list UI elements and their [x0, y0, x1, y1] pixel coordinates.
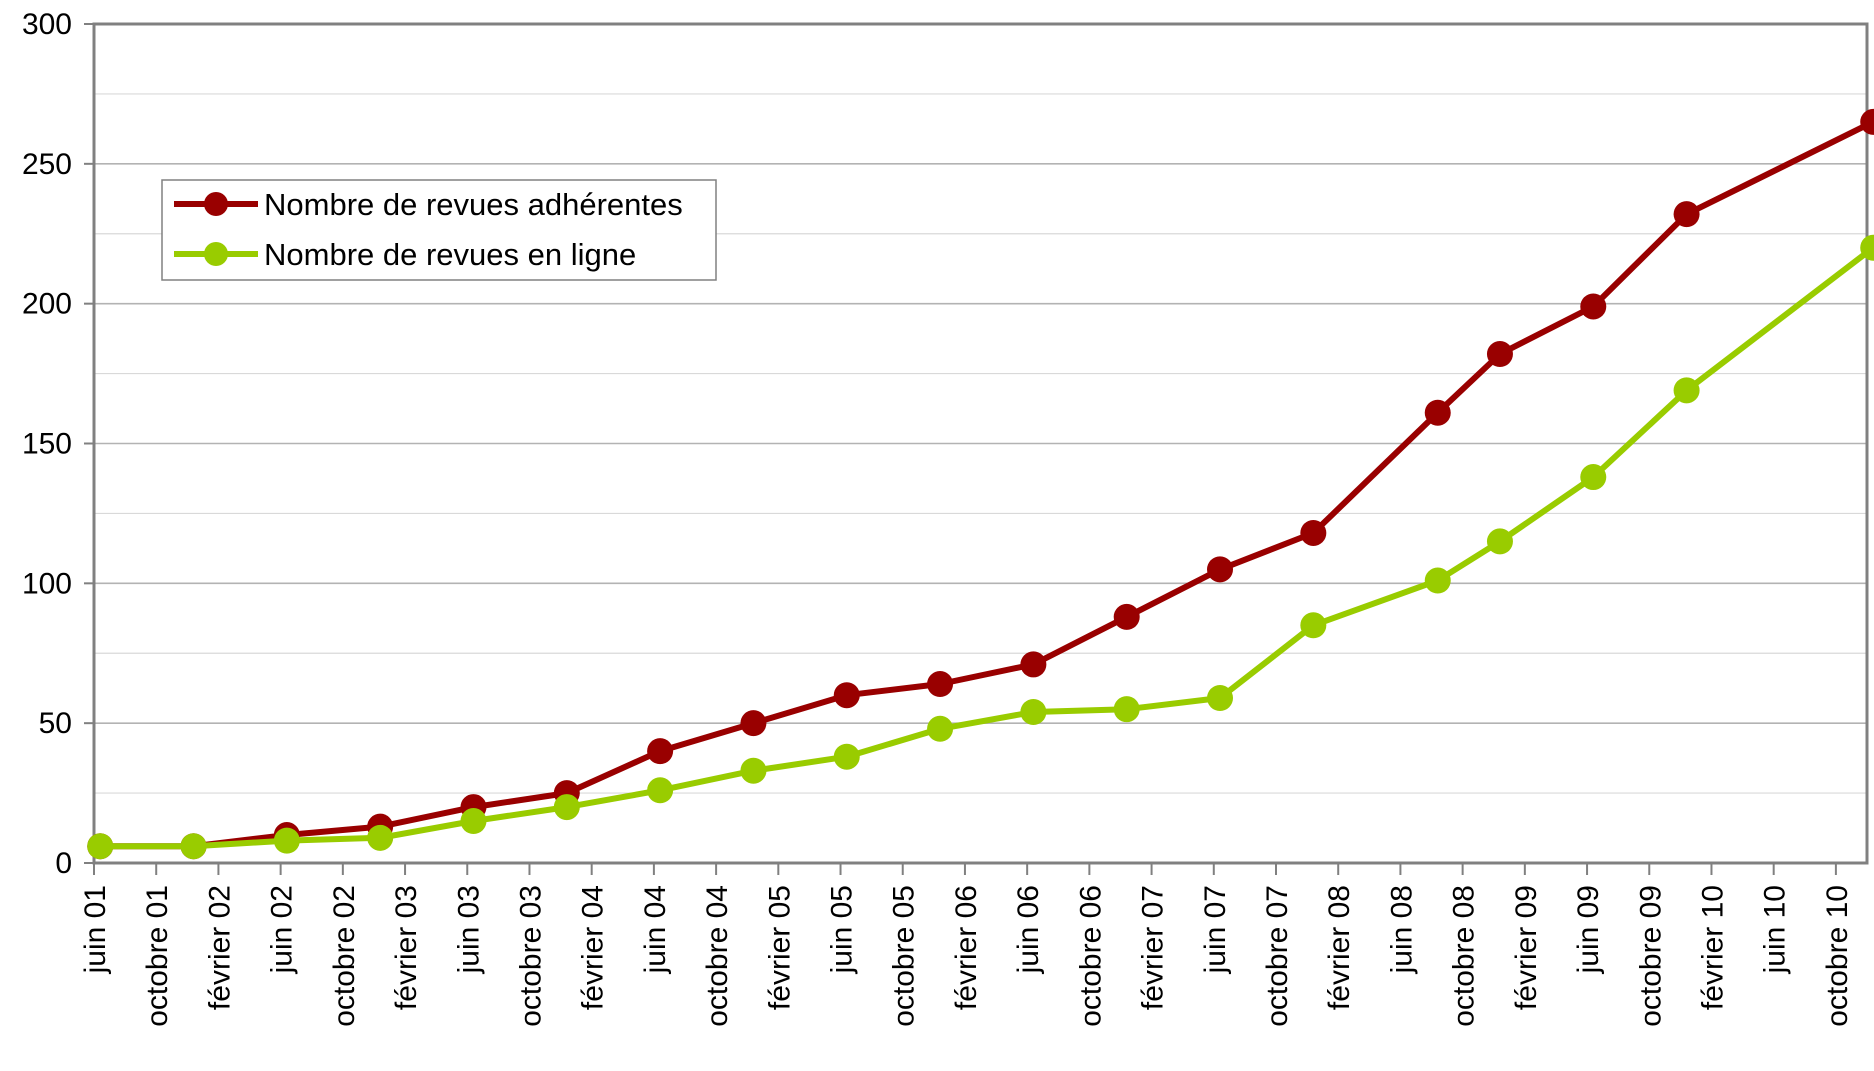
legend-entry-adherentes: Nombre de revues adhérentes: [174, 187, 683, 222]
data-point: [1860, 234, 1874, 261]
x-tick-label: octobre 03: [514, 885, 547, 1027]
x-tick-label: octobre 08: [1448, 885, 1481, 1027]
x-tick-label: juin 09: [1572, 885, 1605, 974]
series-1: [87, 234, 1874, 860]
x-tick-label: février 08: [1323, 885, 1356, 1010]
data-point: [1486, 528, 1513, 555]
legend-box: [161, 179, 717, 281]
y-tick-label: 100: [22, 567, 72, 600]
x-tick-label: juin 02: [266, 885, 299, 974]
y-tick-label: 50: [39, 707, 72, 740]
x-tick-label: février 04: [577, 885, 610, 1010]
data-point: [1113, 696, 1140, 723]
data-point: [180, 833, 207, 860]
x-tick-label: octobre 09: [1634, 885, 1667, 1027]
data-point: [1424, 567, 1451, 594]
data-point: [1020, 651, 1047, 678]
data-point: [1424, 399, 1451, 426]
data-point: [647, 738, 674, 765]
legend-entry-en-ligne: Nombre de revues en ligne: [174, 237, 636, 272]
x-tick-label: juin 10: [1759, 885, 1792, 974]
x-tick-label: février 02: [203, 885, 236, 1010]
x-axis-ticks: juin 01 octobre 01 février 02 juin 02 octobr…: [79, 863, 1854, 1027]
x-tick-label: octobre 04: [701, 885, 734, 1027]
legend-swatch-marker: [204, 242, 228, 266]
x-tick-label: juin 06: [1012, 885, 1045, 974]
data-point: [367, 824, 394, 851]
y-tick-label: 150: [22, 428, 72, 461]
data-point: [553, 794, 580, 821]
x-tick-label: octobre 07: [1261, 885, 1294, 1027]
data-point: [1486, 341, 1513, 368]
data-point: [1020, 698, 1047, 725]
x-tick-label: juin 07: [1199, 885, 1232, 974]
x-tick-label: octobre 01: [141, 885, 174, 1027]
data-point: [1580, 464, 1607, 491]
data-point: [927, 715, 954, 742]
data-point: [1207, 684, 1234, 711]
data-point: [1673, 201, 1700, 228]
x-tick-label: février 10: [1696, 885, 1729, 1010]
x-tick-label: juin 08: [1385, 885, 1418, 974]
x-tick-label: juin 03: [452, 885, 485, 974]
x-tick-label: juin 01: [79, 885, 112, 974]
y-tick-label: 200: [22, 288, 72, 321]
data-point: [927, 671, 954, 698]
data-point: [460, 808, 487, 835]
y-axis-ticks: 0 50 100 150 200 250 300: [22, 8, 94, 880]
data-point: [87, 833, 114, 860]
x-tick-label: février 06: [950, 885, 983, 1010]
legend-swatch-marker: [204, 192, 228, 216]
data-point: [740, 710, 767, 737]
gridlines: [94, 93, 1867, 794]
x-tick-label: février 07: [1137, 885, 1170, 1010]
x-tick-label: juin 04: [639, 885, 672, 974]
data-point: [740, 757, 767, 784]
data-point: [833, 682, 860, 709]
data-point: [1113, 603, 1140, 630]
legend-label-en-ligne: Nombre de revues en ligne: [264, 237, 636, 272]
y-tick-label: 300: [22, 8, 72, 41]
legend: Nombre de revues adhérentes Nombre de re…: [161, 179, 717, 281]
data-point: [1673, 377, 1700, 404]
x-tick-label: février 03: [390, 885, 423, 1010]
data-point: [647, 777, 674, 804]
x-tick-label: octobre 10: [1821, 885, 1854, 1027]
x-tick-label: octobre 05: [888, 885, 921, 1027]
x-tick-label: février 05: [763, 885, 796, 1010]
data-point: [273, 827, 300, 854]
legend-label-adherentes: Nombre de revues adhérentes: [264, 187, 683, 222]
x-tick-label: octobre 02: [328, 885, 361, 1027]
data-point: [1580, 293, 1607, 320]
x-tick-label: juin 05: [826, 885, 859, 974]
x-tick-label: octobre 06: [1074, 885, 1107, 1027]
y-tick-label: 250: [22, 148, 72, 181]
series-line: [100, 245, 1874, 850]
data-point: [1300, 612, 1327, 639]
data-point: [1860, 108, 1874, 135]
data-point: [833, 743, 860, 770]
data-point: [1300, 519, 1327, 546]
data-point: [1207, 556, 1234, 583]
x-tick-label: février 09: [1510, 885, 1543, 1010]
series-lines: [87, 108, 1874, 860]
y-tick-label: 0: [55, 847, 72, 880]
